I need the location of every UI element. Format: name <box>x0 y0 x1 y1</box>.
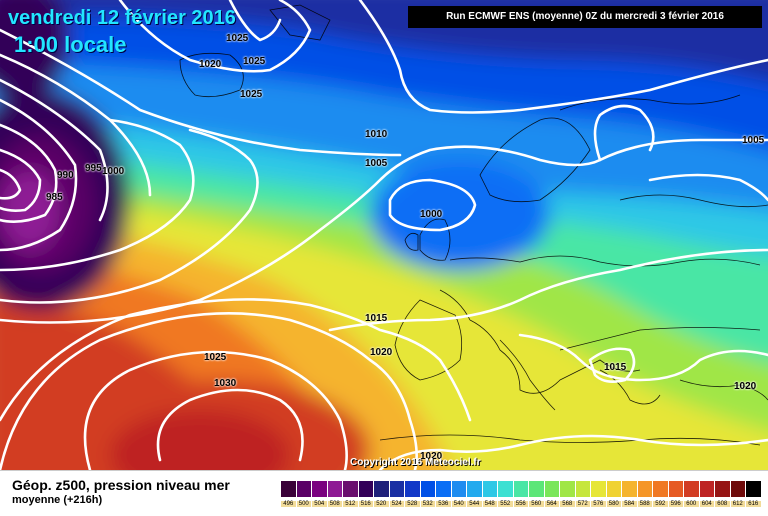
color-scale-label: 580 <box>606 501 622 507</box>
color-swatch <box>358 481 374 497</box>
color-swatch <box>327 481 343 497</box>
color-swatch <box>451 481 467 497</box>
color-scale-labels: 496 500 504 508 512 516 520 524 528 532 536 540 544 5… <box>281 501 762 507</box>
isobar-label: 1025 <box>226 33 249 44</box>
color-scale-label: 564 <box>544 501 560 507</box>
color-swatch <box>281 481 297 497</box>
color-scale-label: 612 <box>730 501 746 507</box>
color-swatch <box>513 481 529 497</box>
isobar-label: 1005 <box>742 135 765 146</box>
color-swatch <box>482 481 498 497</box>
color-swatch <box>529 481 545 497</box>
color-scale-label: 560 <box>529 501 545 507</box>
color-swatch <box>653 481 669 497</box>
legend-subtitle: moyenne (+216h) <box>12 494 103 506</box>
color-swatch <box>746 481 762 497</box>
isobar-label: 995 <box>85 163 102 174</box>
color-scale-label: 584 <box>622 501 638 507</box>
color-scale-label: 556 <box>513 501 529 507</box>
isobar-label: 1015 <box>365 313 388 324</box>
color-scale-label: 548 <box>482 501 498 507</box>
color-scale-label: 504 <box>312 501 328 507</box>
color-swatch <box>699 481 715 497</box>
isobar-label: 1025 <box>204 352 227 363</box>
color-swatch <box>389 481 405 497</box>
isobar-label: 1025 <box>243 56 266 67</box>
forecast-time-title: 1:00 locale <box>14 32 127 57</box>
color-swatch <box>498 481 514 497</box>
copyright-notice: Copyright 2016 Meteociel.fr <box>350 457 481 468</box>
color-scale-label: 544 <box>467 501 483 507</box>
color-swatch <box>730 481 746 497</box>
color-scale <box>281 481 762 497</box>
isobar-label: 1000 <box>420 209 443 220</box>
color-scale-label: 608 <box>715 501 731 507</box>
color-scale-label: 540 <box>451 501 467 507</box>
color-scale-label: 528 <box>405 501 421 507</box>
color-scale-label: 536 <box>436 501 452 507</box>
color-swatch <box>544 481 560 497</box>
color-scale-label: 520 <box>374 501 390 507</box>
color-swatch <box>420 481 436 497</box>
isobar-label: 1020 <box>734 381 757 392</box>
color-scale-label: 500 <box>296 501 312 507</box>
color-scale-label: 604 <box>699 501 715 507</box>
color-scale-label: 568 <box>560 501 576 507</box>
isobar-label: 1005 <box>365 158 388 169</box>
color-swatch <box>296 481 312 497</box>
color-scale-label: 588 <box>637 501 653 507</box>
color-swatch <box>668 481 684 497</box>
color-scale-label: 616 <box>746 501 762 507</box>
color-swatch <box>575 481 591 497</box>
color-swatch <box>606 481 622 497</box>
color-scale-label: 532 <box>420 501 436 507</box>
isobar-label: 1030 <box>214 378 237 389</box>
color-swatch <box>684 481 700 497</box>
color-swatch <box>467 481 483 497</box>
color-scale-label: 512 <box>343 501 359 507</box>
color-swatch <box>622 481 638 497</box>
color-scale-label: 552 <box>498 501 514 507</box>
isobar-label: 1015 <box>604 362 627 373</box>
isobar-label: 1020 <box>370 347 393 358</box>
color-scale-label: 508 <box>327 501 343 507</box>
isobar-label: 1000 <box>102 166 125 177</box>
color-swatch <box>374 481 390 497</box>
isobar-label: 1020 <box>420 451 443 462</box>
color-scale-label: 516 <box>358 501 374 507</box>
isobar-label: 990 <box>57 170 74 181</box>
color-swatch <box>405 481 421 497</box>
color-swatch <box>715 481 731 497</box>
isobar-label: 985 <box>46 192 63 203</box>
geopotential-map <box>0 0 768 470</box>
isobar-label: 1020 <box>199 59 222 70</box>
color-swatch <box>312 481 328 497</box>
color-swatch <box>560 481 576 497</box>
color-swatch <box>637 481 653 497</box>
color-scale-label: 592 <box>653 501 669 507</box>
forecast-date-title: vendredi 12 février 2016 <box>8 7 236 29</box>
color-scale-label: 596 <box>668 501 684 507</box>
legend-title: Géop. z500, pression niveau mer <box>12 477 230 493</box>
isobar-label: 1025 <box>240 89 263 100</box>
isobar-label: 1010 <box>365 129 388 140</box>
color-scale-label: 572 <box>575 501 591 507</box>
color-swatch <box>591 481 607 497</box>
color-swatch <box>436 481 452 497</box>
color-scale-label: 496 <box>281 501 297 507</box>
color-scale-label: 600 <box>684 501 700 507</box>
model-run-label: Run ECMWF ENS (moyenne) 0Z du mercredi 3… <box>408 6 762 28</box>
color-scale-label: 576 <box>591 501 607 507</box>
color-swatch <box>343 481 359 497</box>
color-scale-label: 524 <box>389 501 405 507</box>
